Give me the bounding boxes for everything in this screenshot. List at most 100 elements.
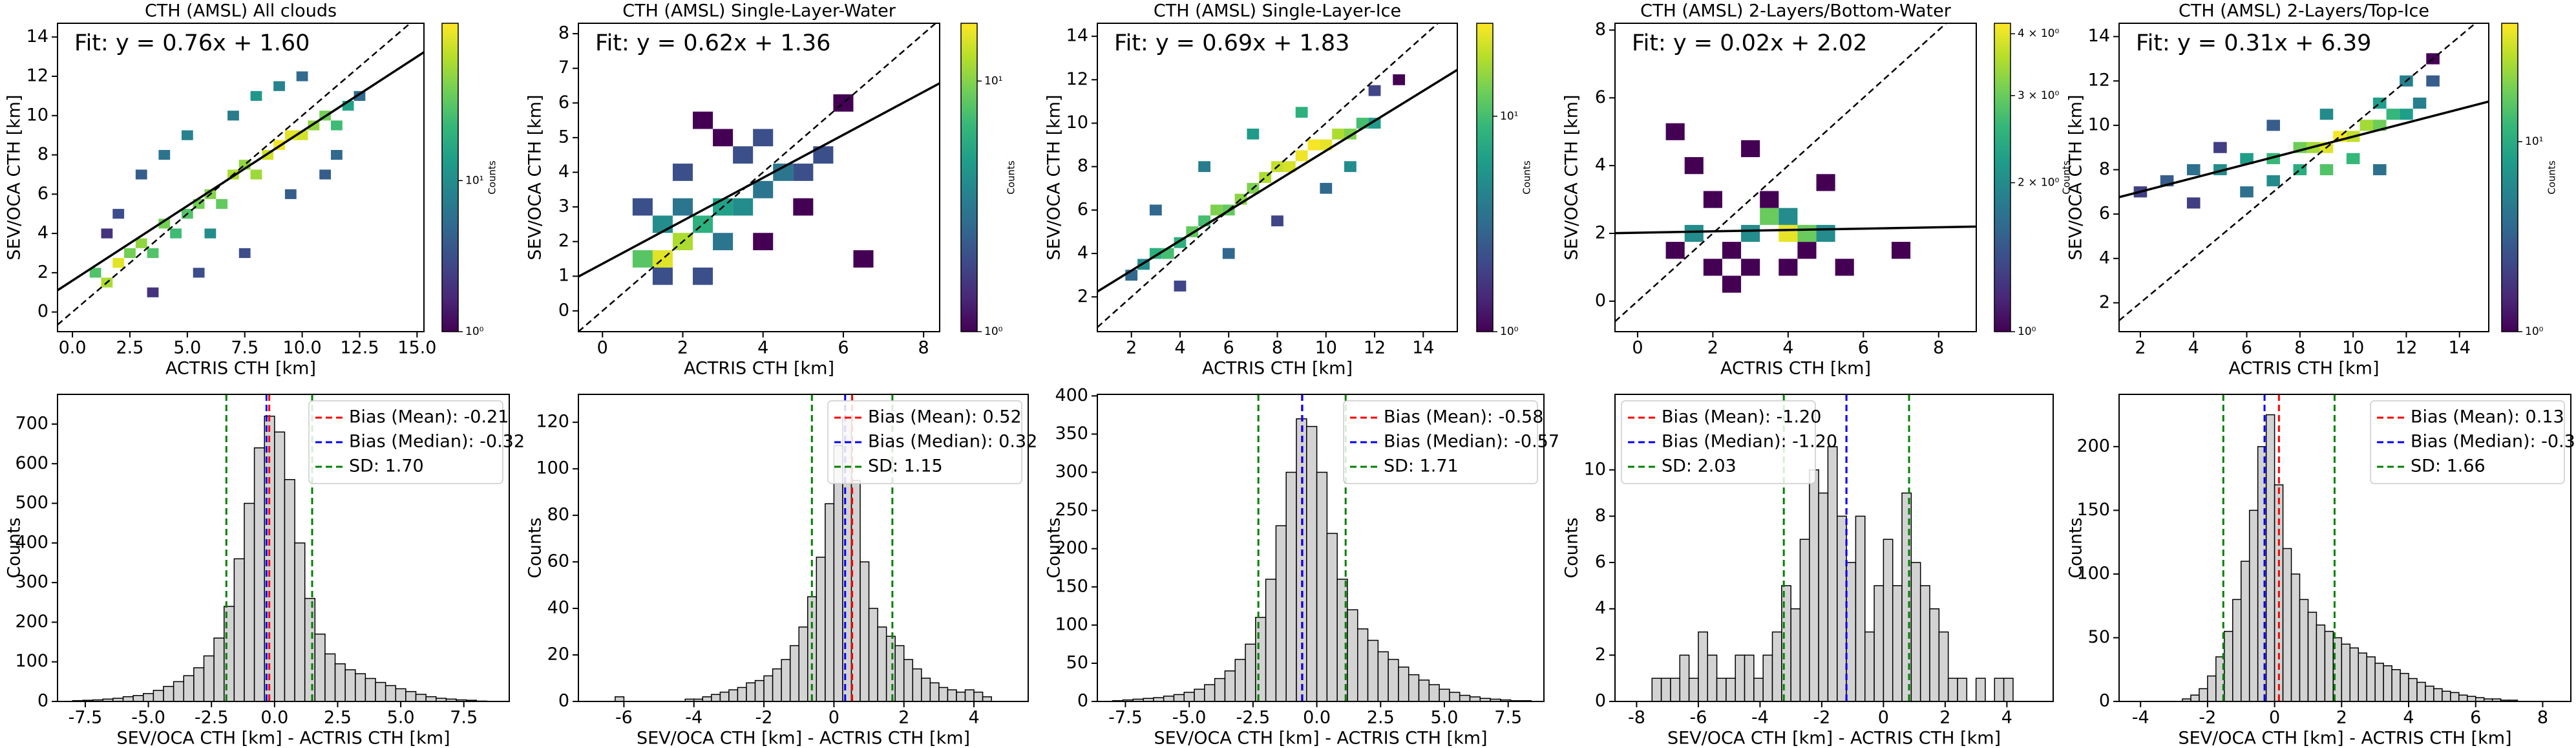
x-tick-label: 7.5 bbox=[450, 708, 478, 728]
histogram-bar bbox=[355, 673, 366, 701]
x-tick-label: -6 bbox=[615, 708, 633, 728]
heatmap-cell bbox=[1684, 157, 1704, 175]
y-axis-label: Counts bbox=[1562, 517, 1582, 578]
heatmap-cell bbox=[2186, 164, 2201, 176]
y-tick-label: 0 bbox=[558, 691, 569, 711]
histogram-bar bbox=[702, 696, 712, 701]
x-tick-label: 6 bbox=[2470, 708, 2481, 728]
histogram-bar bbox=[1957, 678, 1968, 701]
y-tick-label: 100 bbox=[1055, 614, 1088, 634]
heatmap-cell bbox=[1210, 204, 1223, 216]
chart-title: CTH (AMSL) Single-Layer-Water bbox=[622, 1, 896, 21]
axes-frame bbox=[57, 394, 510, 702]
heatmap-cell bbox=[112, 258, 125, 268]
y-tick-label: 10 bbox=[1066, 112, 1088, 133]
histogram-bar bbox=[912, 668, 922, 701]
axes-frame bbox=[2118, 394, 2571, 702]
histogram-bar bbox=[2458, 694, 2468, 701]
heatmap-cell bbox=[2386, 109, 2400, 120]
histogram-bar bbox=[1163, 695, 1175, 701]
y-axis-label: Counts bbox=[1044, 517, 1064, 578]
y-tick-label: 10 bbox=[26, 105, 48, 125]
y-tick-label: 60 bbox=[547, 551, 569, 572]
y-tick-label: 0 bbox=[2099, 691, 2110, 711]
y-tick-label: 4 bbox=[558, 162, 569, 182]
x-tick-label: 4 bbox=[968, 708, 979, 728]
y-tick-label: 2 bbox=[2099, 292, 2110, 312]
colorbar-tick-label: 10⁰ bbox=[2525, 325, 2544, 338]
y-tick-label: 100 bbox=[15, 651, 48, 671]
histogram-bar bbox=[1688, 678, 1699, 701]
y-tick-label: 2 bbox=[1077, 286, 1088, 306]
heatmap-cell bbox=[1779, 224, 1798, 242]
heatmap-cell bbox=[1307, 139, 1320, 151]
histogram-bar bbox=[1265, 579, 1277, 701]
y-tick-label: 2 bbox=[37, 262, 48, 282]
x-axis-label: SEV/OCA CTH [km] - ACTRIS CTH [km] bbox=[1154, 729, 1487, 748]
histogram-bar bbox=[763, 675, 774, 701]
heatmap-cell bbox=[1271, 215, 1283, 227]
histogram-bar bbox=[284, 479, 295, 701]
y-tick-label: 250 bbox=[1055, 500, 1088, 520]
y-tick-label: 400 bbox=[1055, 385, 1088, 405]
x-tick-label: 2 bbox=[2336, 708, 2347, 728]
histogram-bar bbox=[754, 679, 765, 701]
heatmap-cell bbox=[238, 248, 251, 259]
histogram-bar bbox=[244, 502, 255, 701]
legend-label: Bias (Mean): 0.13 bbox=[2411, 407, 2564, 427]
heatmap-cell bbox=[1344, 161, 1357, 173]
histogram-bar bbox=[1377, 651, 1389, 701]
histogram-bar bbox=[1428, 684, 1440, 701]
histogram-bar bbox=[2391, 668, 2401, 701]
x-axis-label: ACTRIS CTH [km] bbox=[684, 359, 834, 379]
legend-frame bbox=[827, 400, 1022, 484]
legend-label: SD: 1.66 bbox=[2411, 456, 2486, 476]
x-tick-label: -4 bbox=[2132, 708, 2149, 728]
x-tick-label: 0 bbox=[829, 708, 839, 728]
y-axis-label: SEV/OCA CTH [km] bbox=[1044, 94, 1064, 260]
heatmap-cell bbox=[1816, 174, 1835, 191]
histogram-bar bbox=[1183, 692, 1195, 701]
heatmap-cell bbox=[2400, 109, 2413, 120]
histogram-bar bbox=[964, 689, 975, 701]
x-axis-label: ACTRIS CTH [km] bbox=[1202, 359, 1353, 379]
histogram-bar bbox=[1919, 585, 1930, 701]
y-tick-label: 150 bbox=[1055, 576, 1088, 596]
histogram-bar bbox=[816, 557, 826, 701]
heatmap-cell bbox=[1722, 242, 1742, 259]
heatmap-cell bbox=[1741, 224, 1760, 242]
x-axis-label: SEV/OCA CTH [km] - ACTRIS CTH [km] bbox=[1667, 729, 2001, 748]
histogram-bar bbox=[1855, 515, 1866, 701]
histogram-bar bbox=[173, 681, 185, 701]
histogram-bar bbox=[213, 637, 225, 701]
histogram-bar bbox=[425, 696, 437, 701]
x-tick-label: -5.0 bbox=[1172, 708, 1207, 728]
histogram-bar bbox=[344, 669, 356, 701]
heatmap-cell bbox=[227, 111, 239, 121]
heatmap-cell bbox=[250, 91, 262, 102]
histogram-bar bbox=[868, 608, 878, 701]
x-tick-label: 2 bbox=[1707, 338, 1718, 358]
x-axis-label: SEV/OCA CTH [km] - ACTRIS CTH [km] bbox=[116, 729, 450, 748]
x-axis-label: ACTRIS CTH [km] bbox=[165, 359, 316, 379]
axes-frame bbox=[1097, 23, 1458, 332]
histogram-bar bbox=[1679, 654, 1690, 701]
y-tick-label: 2 bbox=[1595, 222, 1606, 242]
heatmap-cell bbox=[2240, 186, 2254, 198]
histogram-bar bbox=[2400, 672, 2409, 701]
histogram-bar bbox=[1771, 631, 1782, 701]
heatmap-cell bbox=[89, 268, 101, 278]
histogram-bar bbox=[1347, 609, 1358, 701]
histogram-bar bbox=[973, 691, 984, 701]
histogram-bar bbox=[2282, 548, 2292, 701]
histogram-bar bbox=[2366, 656, 2376, 701]
x-axis-label: ACTRIS CTH [km] bbox=[1720, 359, 1871, 379]
histogram-bar bbox=[1726, 678, 1736, 701]
histogram-bar bbox=[2408, 678, 2418, 701]
histogram-bar bbox=[860, 561, 870, 701]
x-tick-label: -7.5 bbox=[69, 708, 103, 728]
x-tick-label: 14 bbox=[1412, 338, 1434, 358]
x-tick-label: 5.0 bbox=[1431, 708, 1459, 728]
heatmap-cell bbox=[1393, 74, 1406, 85]
heatmap-cell bbox=[1741, 140, 1760, 158]
